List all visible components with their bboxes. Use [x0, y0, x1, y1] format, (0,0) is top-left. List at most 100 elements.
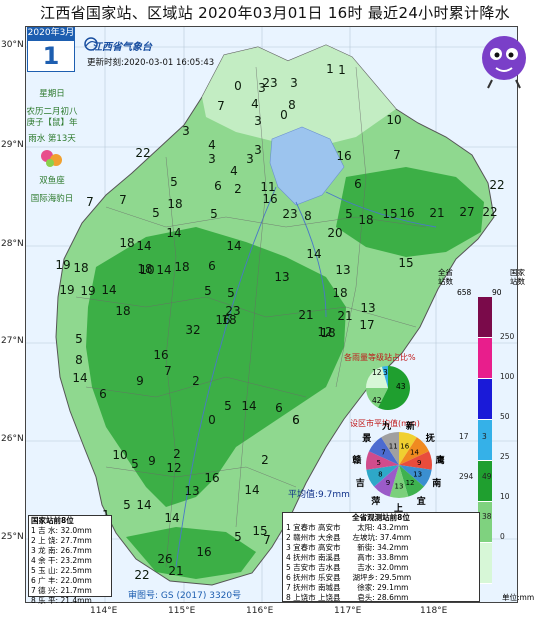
city-avg-name: 赣: [352, 456, 362, 467]
precip-value: 7: [393, 148, 401, 162]
precip-value: 3: [258, 81, 266, 95]
national-rank-row: 3 龙 南: 26.7mm: [31, 546, 92, 555]
precip-value: 3: [290, 76, 298, 90]
rain-grade-label-43: 43: [396, 382, 406, 391]
lon-label-118: 118°E: [420, 606, 448, 616]
precip-value: 18: [167, 197, 183, 211]
city-avg-name: 景: [362, 434, 372, 445]
legend-color-bar: [478, 297, 492, 584]
precip-value: 5: [210, 207, 218, 221]
precip-value: 16: [262, 192, 278, 206]
rivers: [175, 186, 437, 568]
rain-grade-label-3: 3: [383, 368, 388, 377]
precip-value: 5: [170, 175, 178, 189]
precip-value: 19: [80, 284, 96, 298]
legend-header-nat: 国家 站数: [510, 268, 525, 286]
national-rank-row: 1 吉 水: 32.0mm: [31, 526, 92, 535]
precip-value: 18: [73, 261, 89, 275]
lon-label-116: 116°E: [246, 606, 274, 616]
precip-value: 0: [208, 413, 216, 427]
precip-value: 21: [337, 309, 353, 323]
legend-count-nat: 38: [482, 512, 492, 521]
calendar-widget: 2020年3月 1: [27, 27, 75, 72]
precip-value: 5: [224, 399, 232, 413]
legend-color-segment: [478, 461, 492, 502]
city-avg-value: 16: [400, 442, 409, 450]
city-avg-value: 14: [410, 449, 419, 457]
precip-value: 5: [345, 207, 353, 221]
zodiac-icon: [40, 148, 64, 170]
agency-logo-icon: [84, 36, 98, 51]
province-rank-row: 4 抚州市 南溪县 高市: 33.8mm: [286, 553, 409, 562]
precip-value: 5: [152, 206, 160, 220]
lat-label-28: 28°N: [1, 239, 24, 249]
city-avg-title: 设区市平均值(mm): [350, 419, 420, 428]
precip-value: 18: [221, 313, 237, 327]
precip-value: 17: [359, 318, 375, 332]
precip-value: 5: [204, 284, 212, 298]
precip-value: 16: [336, 149, 352, 163]
rain-zone-medium: [86, 227, 346, 507]
precip-value: 1: [338, 63, 346, 77]
calendar-solar-term: 雨水 第13天: [28, 134, 76, 144]
city-avg-slice: [399, 437, 430, 465]
national-rank-row: 7 德 兴: 21.7mm: [31, 586, 92, 595]
precip-value: 16: [215, 313, 231, 327]
precip-value: 14: [226, 239, 242, 253]
precip-value: 15: [398, 256, 414, 270]
province-rank-row: 6 抚州市 乐安县 湖坪乡: 29.5mm: [286, 573, 412, 582]
precip-value: 6: [214, 179, 222, 193]
precip-value: 2: [192, 374, 200, 388]
precip-value: 9: [148, 454, 156, 468]
precip-value: 22: [482, 205, 498, 219]
province-rank-row: 7 抚州市 南城县 徐家: 29.1mm: [286, 583, 409, 592]
national-rank-title: 国家站前8位: [31, 516, 74, 525]
precip-value: 21: [429, 206, 445, 220]
precip-value: 16: [399, 206, 415, 220]
precip-value: 3: [246, 152, 254, 166]
legend-level: 100: [500, 372, 515, 381]
city-avg-slice: [399, 465, 424, 497]
legend-count-nat: 3: [482, 432, 487, 441]
update-time: 更新时刻:2020-03-01 16:05:43: [87, 58, 215, 68]
legend-count-all: 294: [459, 472, 474, 481]
precip-value: 7: [263, 533, 271, 547]
precip-value: 6: [292, 413, 300, 427]
precip-value: 2: [234, 182, 242, 196]
legend-color-segment: [478, 543, 492, 584]
precip-value: 10: [139, 263, 155, 277]
lon-label-114: 114°E: [90, 606, 118, 616]
precip-value: 5: [131, 457, 139, 471]
lat-label-29: 29°N: [1, 140, 24, 150]
rain-zone-south: [126, 527, 256, 579]
precip-value: 26: [157, 552, 173, 566]
precip-value: 20: [327, 226, 343, 240]
legend-count-all: 17: [459, 432, 469, 441]
calendar-festival: 国际海豹日: [30, 194, 74, 204]
city-avg-value: 5: [377, 459, 381, 467]
national-rank-box: 国家站前8位 1 吉 水: 32.0mm 2 上 饶: 27.7mm 3 龙 南…: [28, 515, 112, 605]
legend-level: 25: [500, 452, 510, 461]
precip-value: 19: [55, 258, 71, 272]
precip-value: 22: [135, 146, 151, 160]
precip-value: 19: [59, 283, 75, 297]
calendar-lunar-2: 庚子【鼠】年: [26, 118, 78, 128]
legend-color-segment: [478, 338, 492, 379]
precip-value: 10: [112, 448, 128, 462]
legend-total-nat: 90: [492, 288, 502, 297]
precip-value: 4: [208, 138, 216, 152]
precip-value: 0: [234, 79, 242, 93]
city-avg-value: 9: [417, 459, 421, 467]
city-avg-slice: [374, 465, 399, 497]
precip-value: 7: [164, 364, 172, 378]
precip-value: 21: [168, 564, 184, 578]
precip-value: 5: [227, 286, 235, 300]
precip-value: 4: [251, 97, 259, 111]
calendar-month: 2020年3月: [27, 27, 75, 40]
precip-value: 23: [282, 207, 298, 221]
precip-value: 23: [262, 76, 278, 90]
city-avg-slice: [366, 465, 399, 487]
legend-color-segment: [478, 420, 492, 461]
precip-value: 5: [75, 332, 83, 346]
city-avg-slice: [389, 465, 409, 498]
